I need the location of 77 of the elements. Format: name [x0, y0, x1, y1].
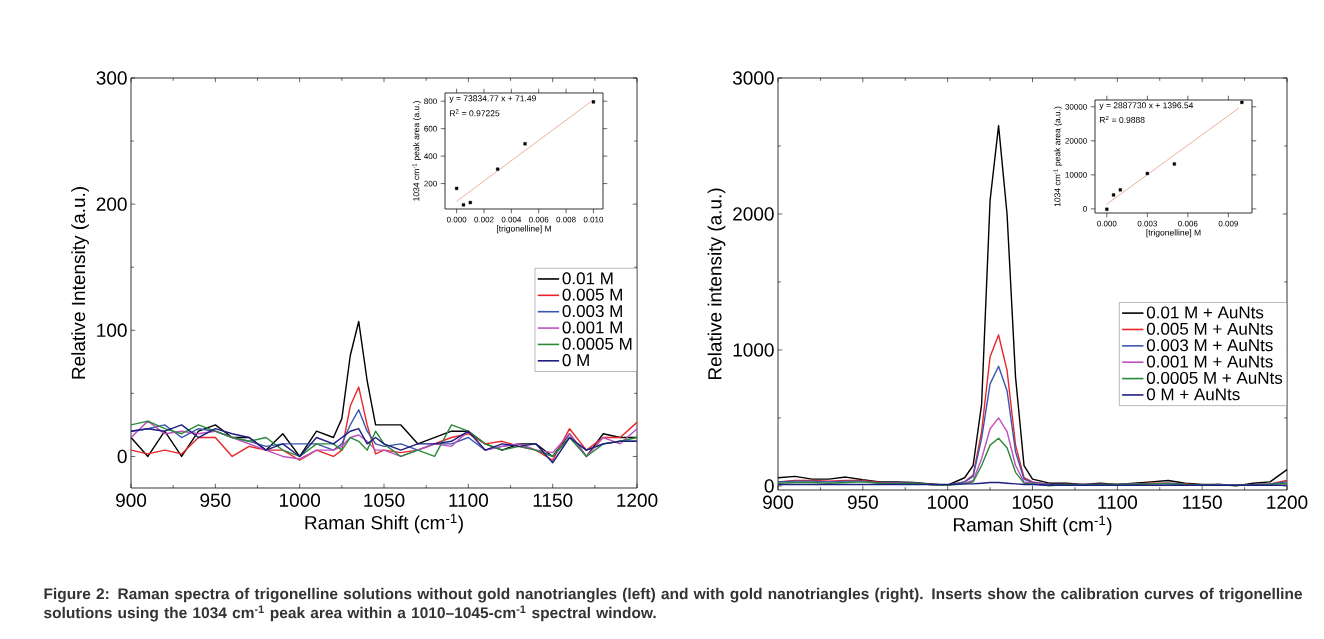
y-tick-label: 3000 — [732, 71, 774, 85]
legend-label: 0 M — [562, 354, 589, 367]
legend-label: 0.0005 M + AuNts — [1146, 371, 1283, 384]
y-tick-label: 20000 — [1065, 138, 1087, 144]
x-tick-label: 0.000 — [446, 216, 467, 223]
annotation: y = 2887730 x + 1396.54 — [1099, 102, 1194, 111]
point — [1105, 207, 1109, 211]
point — [1240, 100, 1244, 104]
point — [1145, 171, 1149, 176]
point — [523, 142, 527, 146]
y-tick-label: 400 — [424, 153, 437, 159]
y-tick-label: 200 — [424, 180, 437, 187]
y-tick-label: 100 — [97, 323, 127, 338]
x-tick-label: 0.009 — [1218, 220, 1238, 227]
y-tick-label: 300 — [96, 71, 127, 85]
x-tick-label: 0.002 — [474, 216, 494, 223]
annotation: R$^{2}$ = 0.9888 — [1100, 115, 1145, 123]
y-axis-title: Relative intensity (a.u.) — [707, 188, 726, 380]
x-tick-label: 950 — [200, 493, 231, 507]
point — [496, 167, 500, 171]
point — [591, 100, 596, 104]
y-axis-title: 1034 cm$^{-1}$ peak area (a.u.) — [1053, 106, 1063, 207]
x-tick-label: 0.006 — [529, 216, 549, 223]
y-tick-label: 0 — [117, 449, 127, 464]
x-tick-label: 950 — [847, 495, 878, 509]
x-tick-label: 0.004 — [501, 216, 522, 223]
x-tick-label: 0.008 — [556, 216, 576, 223]
x-tick-label: 0.003 — [1137, 220, 1157, 227]
y-tick-label: 0 — [1083, 206, 1087, 212]
x-axis-title: [trigonelline] M — [1146, 229, 1201, 238]
y-tick-label: 0 — [764, 479, 774, 493]
x-tick-label: 1100 — [1098, 495, 1138, 509]
y-tick-label: 800 — [424, 98, 437, 105]
legend-label: 0.005 M + AuNts — [1146, 322, 1273, 335]
x-tick-label: 1050 — [364, 493, 405, 507]
x-tick-label: 900 — [116, 493, 147, 507]
y-tick-label: 2000 — [733, 207, 774, 221]
legend-label: 0.001 M — [562, 321, 622, 334]
x-axis-title: Raman Shift (cm$^{-1}$) — [305, 513, 463, 534]
y-axis-title: 1034 cm$^{-1}$ peak area (a.u.) — [412, 101, 421, 201]
legend-label: 0.01 M — [562, 272, 613, 285]
x-tick-label: 1200 — [617, 493, 658, 507]
x-axis-title: Raman Shift (cm$^{-1}$) — [953, 515, 1112, 536]
point — [1111, 193, 1116, 197]
x-tick-label: 900 — [763, 495, 794, 509]
text: Figure 2: Raman spectra of trigonelline solutions without gold nanotriangles (left) and with gold nanotriangles (right). Inserts show the calibration curves of trigonelline solutions using the 1034 cm$^{-1}$ peak area within a 1010–1045-cm$^{-1}$ spectral window. — [44, 587, 1302, 622]
x-tick-label: 1000 — [927, 495, 969, 509]
y-axis-title: Relative Intensity (a.u.) — [71, 187, 89, 379]
x-tick-label: 0.000 — [1097, 220, 1117, 227]
point — [461, 203, 466, 207]
y-tick-label: 10000 — [1065, 172, 1087, 178]
legend-label: 0.003 M + AuNts — [1146, 339, 1273, 352]
point — [468, 200, 472, 205]
x-tick-label: 1050 — [1012, 495, 1053, 509]
x-tick-label: 1150 — [533, 493, 573, 507]
y-tick-label: 200 — [96, 197, 127, 211]
x-tick-label: 1200 — [1267, 495, 1308, 509]
y-tick-label: 1000 — [733, 343, 774, 357]
y-tick-label: 30000 — [1065, 103, 1087, 110]
x-tick-label: 1100 — [449, 493, 489, 507]
x-axis-title: [trigonelline] M — [496, 225, 551, 234]
x-tick-label: 1150 — [1183, 495, 1222, 509]
x-tick-label: 0.010 — [583, 216, 604, 223]
point — [455, 186, 459, 190]
x-tick-label: 0.006 — [1178, 220, 1198, 227]
legend-label: 0.0005 M — [562, 337, 632, 350]
point — [1118, 188, 1122, 192]
legend-label: 0 M + AuNts — [1146, 388, 1240, 401]
legend-label: 0.005 M — [562, 288, 622, 301]
legend-label: 0.001 M + AuNts — [1146, 355, 1273, 368]
y-tick-label: 600 — [424, 125, 437, 132]
x-tick-label: 1000 — [279, 493, 321, 507]
annotation: y = 73834.77 x + 71.49 — [449, 95, 536, 104]
legend-label: 0.01 M + AuNts — [1146, 306, 1264, 319]
point — [1172, 162, 1176, 166]
legend-label: 0.003 M — [562, 305, 622, 318]
annotation: R$^{2}$ = 0.97225 — [450, 109, 500, 117]
